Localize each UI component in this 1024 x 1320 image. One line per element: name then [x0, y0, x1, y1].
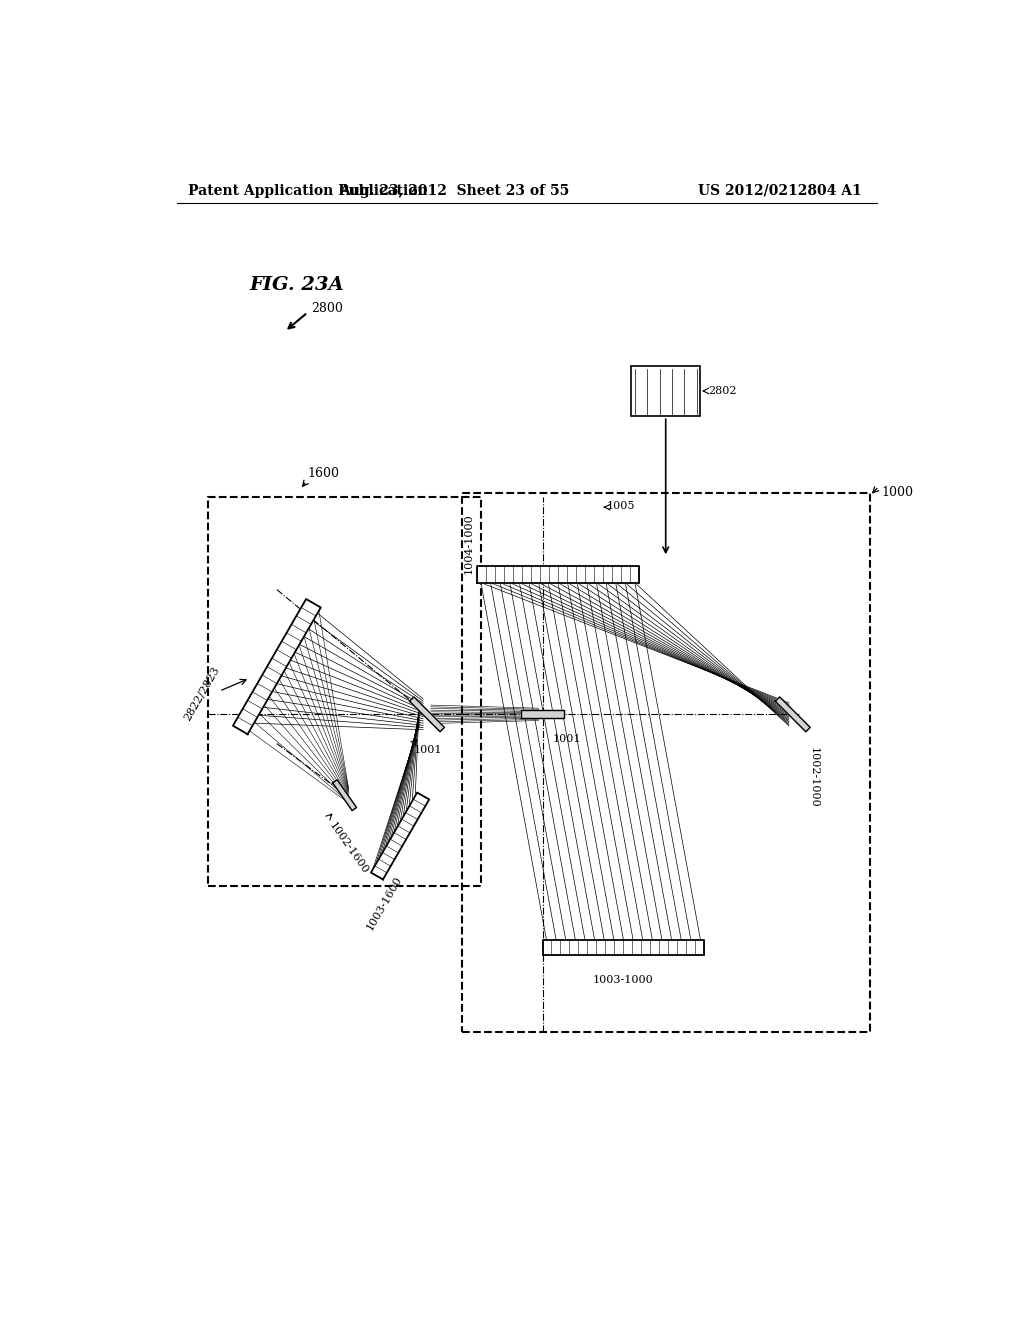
Polygon shape — [775, 697, 810, 731]
Polygon shape — [232, 599, 321, 734]
Text: 1003-1000: 1003-1000 — [593, 974, 653, 985]
Polygon shape — [371, 792, 429, 879]
Text: 2802: 2802 — [708, 385, 736, 396]
Text: Aug. 23, 2012  Sheet 23 of 55: Aug. 23, 2012 Sheet 23 of 55 — [339, 183, 569, 198]
Text: 1004-1000: 1004-1000 — [463, 513, 473, 574]
Bar — [462, 494, 869, 1032]
Polygon shape — [521, 710, 564, 718]
Text: 1005: 1005 — [606, 502, 635, 511]
Polygon shape — [410, 697, 444, 731]
Text: 1001: 1001 — [553, 734, 581, 744]
Text: 1003-1600: 1003-1600 — [366, 875, 404, 932]
Text: 1002-1000: 1002-1000 — [808, 747, 818, 808]
Text: FIG. 23A: FIG. 23A — [250, 276, 345, 294]
Text: 2822/2823: 2822/2823 — [182, 665, 221, 722]
Text: 1600: 1600 — [307, 467, 340, 480]
Text: 2800: 2800 — [311, 302, 343, 315]
Text: US 2012/0212804 A1: US 2012/0212804 A1 — [698, 183, 862, 198]
Polygon shape — [543, 940, 705, 956]
Text: 1000: 1000 — [882, 486, 913, 499]
Polygon shape — [477, 566, 639, 582]
Bar — [208, 498, 481, 886]
Text: 1002-1600: 1002-1600 — [327, 821, 370, 876]
Text: Patent Application Publication: Patent Application Publication — [188, 183, 428, 198]
Bar — [631, 367, 700, 416]
Text: 1001: 1001 — [414, 744, 442, 755]
Polygon shape — [333, 780, 356, 810]
